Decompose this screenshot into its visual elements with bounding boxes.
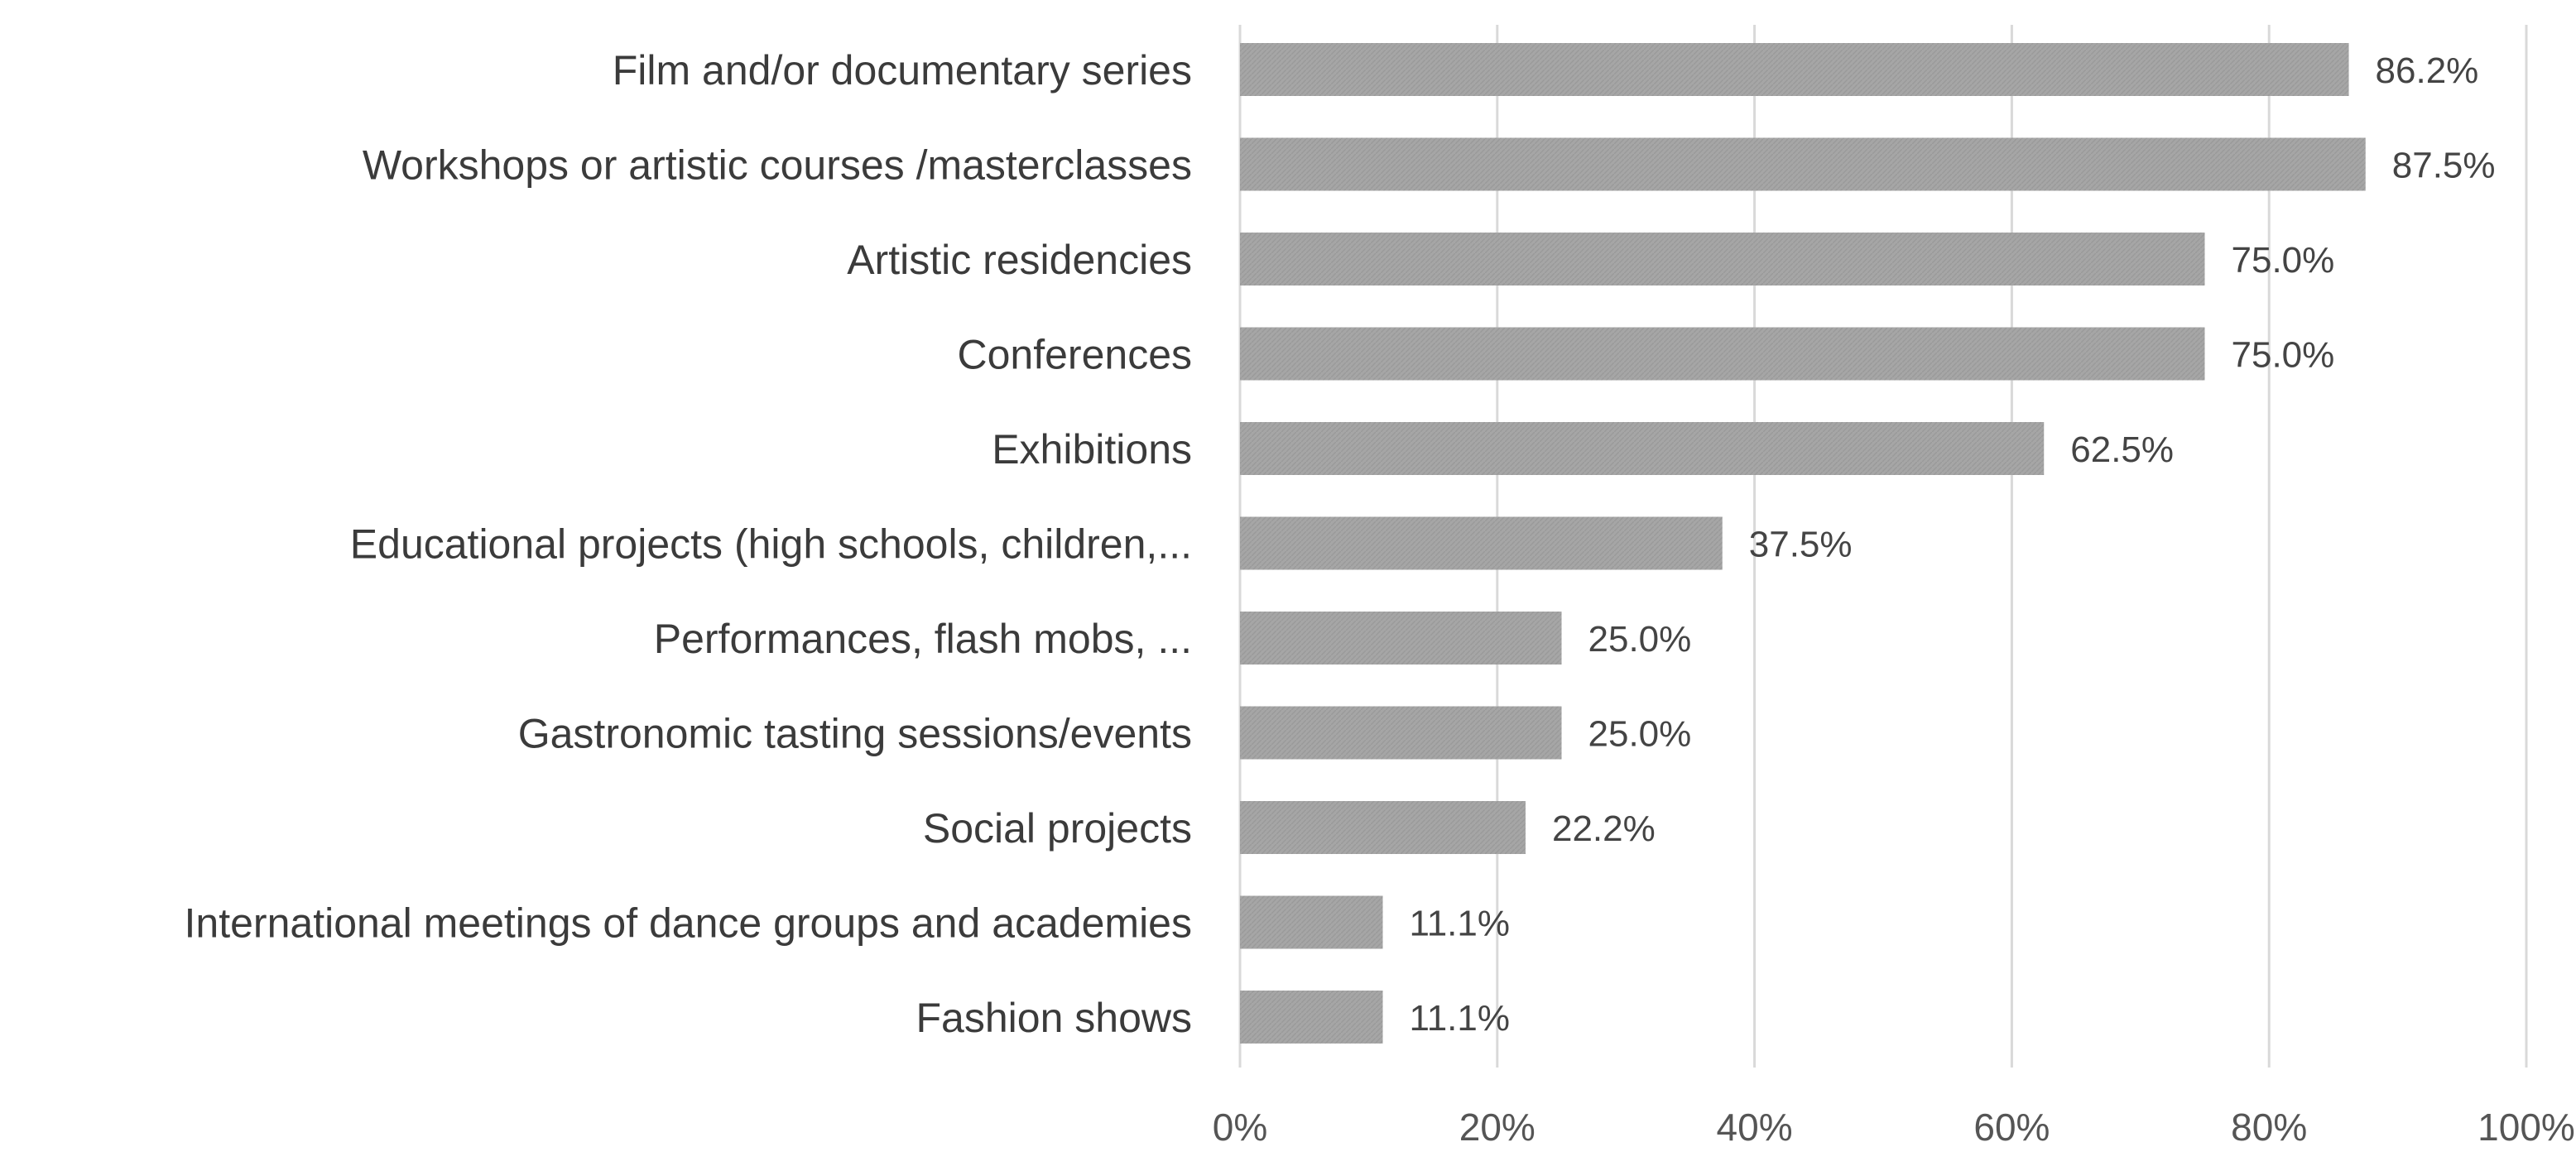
x-axis-tick-labels: 0% 20% 40% 60% 80% 100%	[1213, 1106, 2575, 1149]
data-label: 22.2%	[1552, 809, 1656, 849]
bar	[1240, 706, 1562, 760]
category-label: Social projects	[923, 805, 1192, 852]
data-label: 62.5%	[2070, 429, 2174, 470]
data-label: 75.0%	[2232, 335, 2335, 376]
x-tick-label: 0%	[1213, 1106, 1267, 1149]
bar	[1240, 895, 1383, 949]
data-label: 87.5%	[2392, 146, 2496, 186]
bar	[1240, 327, 2205, 381]
data-label: 25.0%	[1588, 619, 1692, 660]
category-label: International meetings of dance groups a…	[185, 900, 1192, 947]
bar	[1240, 43, 2349, 96]
bar	[1240, 233, 2205, 286]
bar	[1240, 422, 2045, 475]
category-label: Performances, flash mobs, ...	[654, 616, 1192, 662]
data-label: 75.0%	[2232, 240, 2335, 281]
bars	[1240, 43, 2366, 1044]
category-label: Conferences	[958, 332, 1193, 378]
category-label: Fashion shows	[916, 995, 1193, 1041]
category-labels: Film and/or documentary series Workshops …	[185, 47, 1192, 1041]
category-label: Film and/or documentary series	[613, 47, 1192, 94]
category-label: Educational projects (high schools, chil…	[350, 521, 1192, 568]
category-label: Exhibitions	[992, 426, 1192, 473]
x-tick-label: 20%	[1459, 1106, 1536, 1149]
grid-lines	[1238, 25, 2528, 1068]
bar	[1240, 137, 2366, 191]
x-tick-label: 40%	[1717, 1106, 1793, 1149]
category-label: Gastronomic tasting sessions/events	[518, 711, 1192, 757]
category-label: Artistic residencies	[847, 237, 1192, 283]
data-label: 86.2%	[2376, 50, 2479, 91]
x-tick-label: 60%	[1973, 1106, 2050, 1149]
data-label: 25.0%	[1588, 714, 1692, 755]
bar	[1240, 801, 1526, 854]
x-tick-label: 80%	[2231, 1106, 2307, 1149]
x-tick-label: 100%	[2477, 1106, 2575, 1149]
bar	[1240, 612, 1562, 665]
category-label: Workshops or artistic courses /mastercla…	[363, 142, 1192, 189]
data-labels: 86.2% 87.5% 75.0% 75.0% 62.5% 37.5% 25.0% 25.0%…	[1409, 50, 2495, 1039]
data-label: 11.1%	[1409, 904, 1510, 944]
data-label: 37.5%	[1749, 525, 1853, 565]
bar	[1240, 516, 1723, 570]
bar	[1240, 991, 1383, 1044]
data-label: 11.1%	[1409, 998, 1510, 1039]
